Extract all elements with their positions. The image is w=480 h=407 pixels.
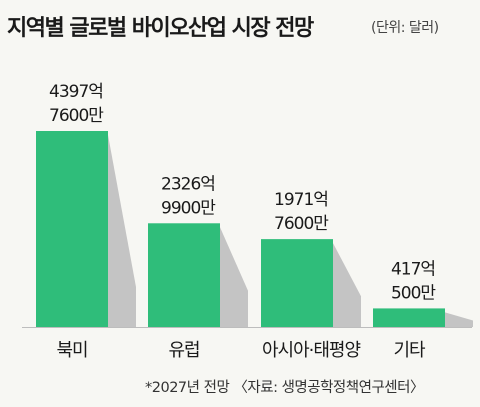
category-label-2: 유럽 bbox=[168, 340, 199, 361]
value-label-2-line2: 9900만 bbox=[161, 198, 216, 218]
value-label-3-line1: 1971억 bbox=[274, 190, 328, 210]
bar-4-shadow bbox=[445, 312, 473, 327]
bar-1 bbox=[36, 131, 108, 327]
bar-1-shadow bbox=[108, 135, 136, 327]
bar-3 bbox=[261, 239, 333, 327]
category-label-4: 기타 bbox=[393, 340, 426, 361]
value-label-1-line2: 7600만 bbox=[49, 106, 104, 126]
category-label-3: 아시아·태평양 bbox=[262, 340, 361, 361]
bar-2 bbox=[148, 223, 220, 327]
chart-title: 지역별 글로벌 바이오산업 시장 전망 bbox=[7, 16, 314, 41]
value-label-3-line2: 7600만 bbox=[274, 214, 329, 234]
bar-2-shadow bbox=[220, 227, 248, 327]
value-label-4-line2: 500만 bbox=[391, 283, 436, 303]
value-label-4-line1: 417억 bbox=[391, 259, 435, 279]
bar-3-shadow bbox=[333, 243, 361, 327]
footnote: *2027년 전망 〈자료: 생명공학정책연구센터〉 bbox=[145, 380, 424, 396]
value-label-2-line1: 2326억 bbox=[161, 174, 215, 194]
unit-note: (단위: 달러) bbox=[371, 20, 439, 36]
bar-4 bbox=[373, 308, 445, 327]
category-label-1: 북미 bbox=[56, 340, 87, 361]
value-label-1-line1: 4397억 bbox=[49, 82, 103, 102]
